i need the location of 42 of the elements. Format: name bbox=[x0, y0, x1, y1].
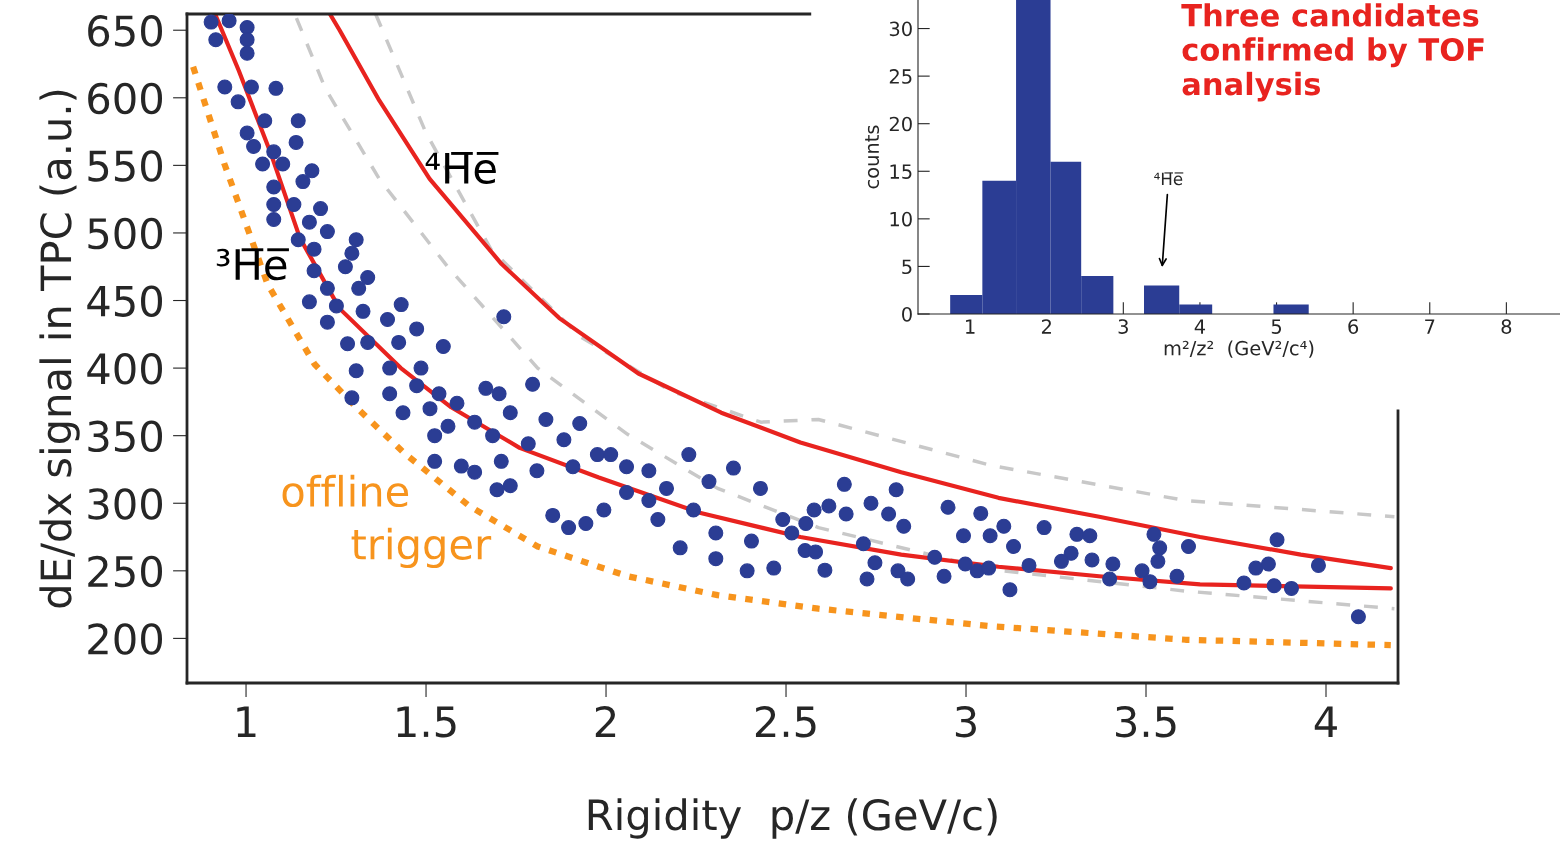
y-tick-label: 500 bbox=[88, 217, 163, 250]
y-tick-label: 450 bbox=[87, 285, 163, 317]
x-tick-label: 1 bbox=[237, 706, 256, 737]
x-tick-label: 1 bbox=[966, 319, 975, 334]
x-axis-title: m²/z² (GeV²/c⁴) bbox=[1164, 340, 1314, 358]
x-axis-title: Rigidity p/z (GeV/c) bbox=[588, 798, 997, 839]
y-axis-title: dE/dx signal in TPC (a.u.) bbox=[39, 90, 80, 608]
y-tick-label: 400 bbox=[87, 353, 163, 385]
y-tick-label: 10 bbox=[890, 211, 912, 227]
y-tick-label: 300 bbox=[88, 488, 163, 520]
y-tick-label: 0 bbox=[902, 306, 912, 322]
y-tick-label: 550 bbox=[88, 150, 163, 182]
y-tick-label: 350 bbox=[88, 420, 163, 453]
annotation: ⁴H̅e̅ bbox=[1154, 172, 1184, 186]
annotation: Three candidates confirmed by TOF analysis bbox=[1181, 3, 1484, 102]
x-tick-label: 6 bbox=[1348, 319, 1359, 334]
y-tick-label: 5 bbox=[902, 259, 912, 275]
y-tick-label: 25 bbox=[889, 69, 912, 84]
x-tick-label: 8 bbox=[1501, 319, 1512, 334]
annotation: trigger bbox=[351, 527, 492, 569]
y-tick-label: 30 bbox=[889, 21, 912, 37]
y-tick-label: 200 bbox=[88, 623, 163, 655]
x-tick-label: 7 bbox=[1425, 319, 1435, 334]
x-tick-label: 3.5 bbox=[1116, 705, 1176, 738]
x-tick-label: 2 bbox=[1041, 319, 1051, 334]
y-tick-label: 20 bbox=[889, 116, 912, 132]
y-tick-label: 650 bbox=[88, 15, 163, 47]
annotation: ⁴H̅e̅ bbox=[425, 151, 499, 184]
y-axis-title: counts bbox=[865, 125, 880, 189]
annotation: ³H̅e̅ bbox=[216, 248, 289, 281]
x-tick-label: 2.5 bbox=[755, 705, 816, 738]
x-tick-label: 4 bbox=[1194, 319, 1206, 334]
y-tick-label: 15 bbox=[890, 164, 912, 179]
annotation: offline bbox=[282, 474, 409, 508]
x-tick-label: 4 bbox=[1314, 706, 1337, 737]
x-tick-label: 1.5 bbox=[397, 706, 456, 738]
x-tick-label: 2 bbox=[595, 705, 616, 737]
y-tick-label: 600 bbox=[88, 82, 163, 115]
x-tick-label: 3 bbox=[1118, 319, 1128, 334]
x-tick-label: 5 bbox=[1271, 319, 1282, 334]
y-tick-label: 250 bbox=[88, 555, 163, 588]
x-tick-label: 3 bbox=[955, 705, 976, 738]
